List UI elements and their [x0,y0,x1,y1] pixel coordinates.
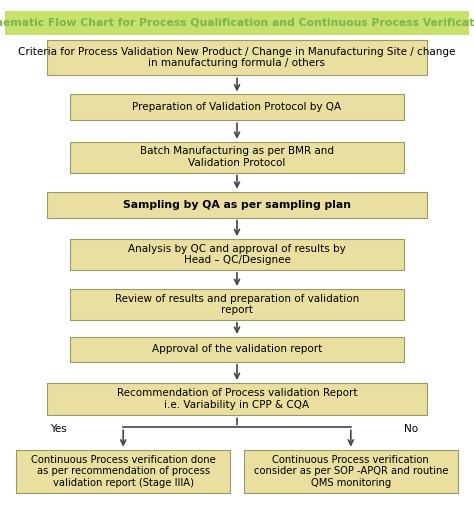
Text: Review of results and preparation of validation
report: Review of results and preparation of val… [115,294,359,315]
Text: Preparation of Validation Protocol by QA: Preparation of Validation Protocol by QA [132,102,342,112]
FancyBboxPatch shape [70,337,404,362]
FancyBboxPatch shape [46,383,428,415]
Text: Sampling by QA as per sampling plan: Sampling by QA as per sampling plan [123,200,351,210]
FancyBboxPatch shape [70,94,404,120]
FancyBboxPatch shape [70,142,404,173]
Text: Criteria for Process Validation New Product / Change in Manufacturing Site / cha: Criteria for Process Validation New Prod… [18,47,456,68]
Text: Schematic Flow Chart for Process Qualification and Continuous Process Verificati: Schematic Flow Chart for Process Qualifi… [0,17,474,27]
FancyBboxPatch shape [16,449,230,493]
Text: Continuous Process verification done
as per recommendation of process
validation: Continuous Process verification done as … [31,455,216,488]
FancyBboxPatch shape [46,40,428,75]
Text: Continuous Process verification
consider as per SOP -APQR and routine
QMS monito: Continuous Process verification consider… [254,455,448,488]
FancyBboxPatch shape [5,11,469,35]
FancyBboxPatch shape [46,192,428,217]
FancyBboxPatch shape [70,289,404,320]
FancyBboxPatch shape [244,449,458,493]
Text: Batch Manufacturing as per BMR and
Validation Protocol: Batch Manufacturing as per BMR and Valid… [140,147,334,168]
FancyBboxPatch shape [70,239,404,270]
Text: Approval of the validation report: Approval of the validation report [152,344,322,354]
Text: Analysis by QC and approval of results by
Head – QC/Designee: Analysis by QC and approval of results b… [128,244,346,265]
Text: Recommendation of Process validation Report
i.e. Variability in CPP & CQA: Recommendation of Process validation Rep… [117,388,357,410]
Text: No: No [404,424,418,434]
Text: Yes: Yes [50,424,66,434]
